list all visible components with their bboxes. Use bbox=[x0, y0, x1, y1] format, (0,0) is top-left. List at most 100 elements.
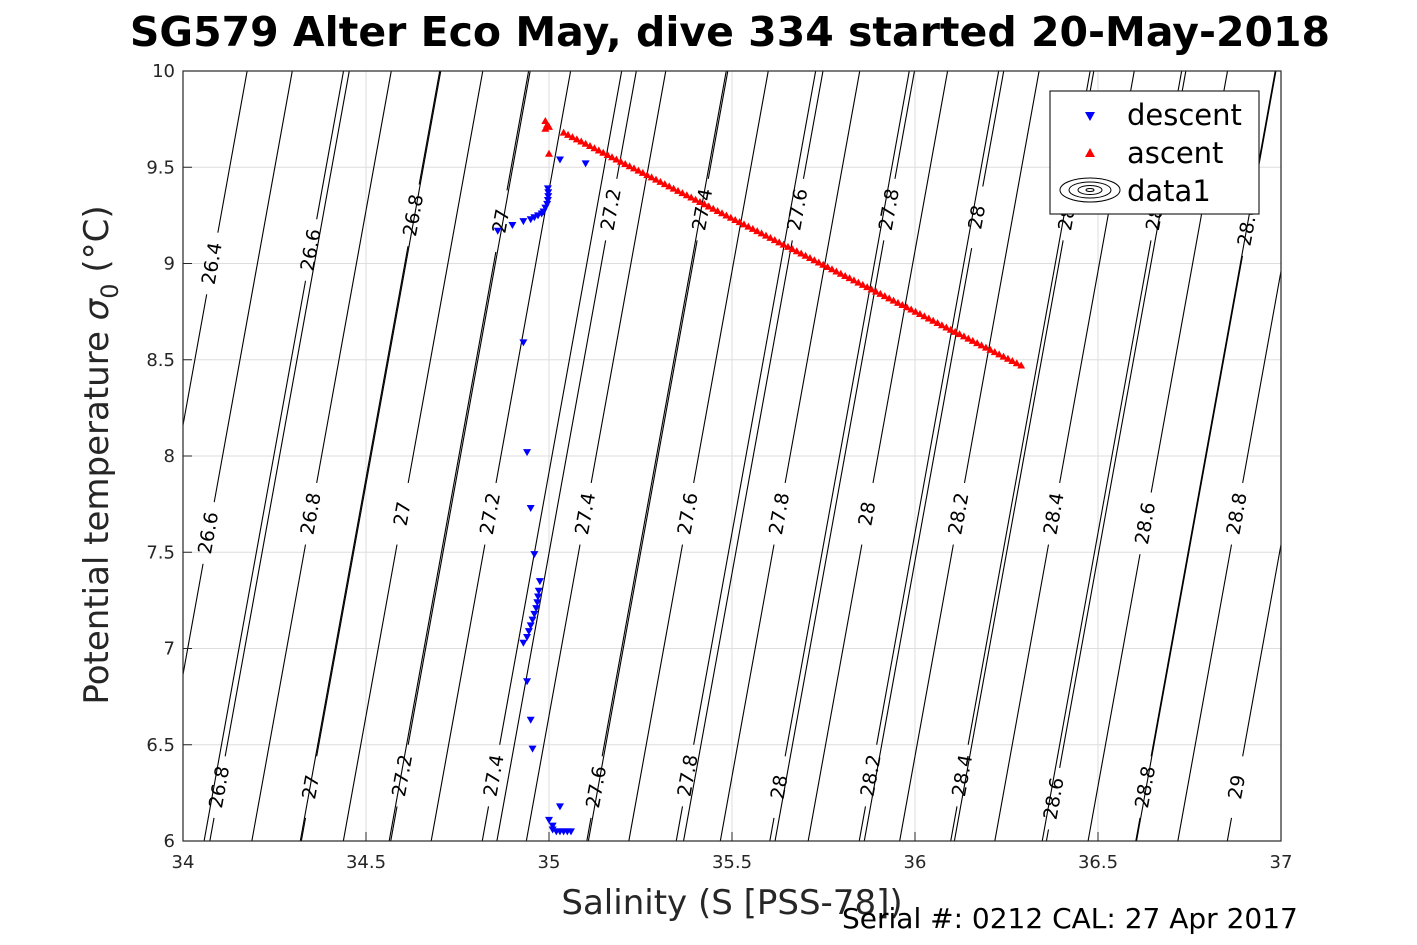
ascent-point bbox=[885, 294, 894, 302]
isopycnal-label: 27.8 bbox=[875, 187, 904, 233]
descent-point bbox=[548, 826, 557, 834]
ascent-point bbox=[665, 182, 674, 190]
y-axis-label: Potential temperature σ0 (°C) bbox=[77, 205, 124, 704]
x-tick-label: 34.5 bbox=[346, 852, 386, 873]
ascent-point bbox=[959, 332, 968, 340]
y-axis-label-sigma: σ bbox=[77, 297, 117, 320]
ascent-point bbox=[577, 137, 586, 145]
x-tick-label: 35 bbox=[538, 852, 561, 873]
ascent-point bbox=[568, 133, 577, 141]
ascent-point bbox=[608, 153, 617, 161]
isopycnal-label: 28.6 bbox=[1131, 501, 1160, 547]
isopycnal-line bbox=[342, 70, 484, 842]
isopycnal-label: 27 bbox=[298, 773, 324, 801]
isopycnal-line bbox=[388, 70, 530, 842]
isopycnal-label: 26.6 bbox=[297, 227, 326, 273]
isopycnal-line bbox=[628, 70, 769, 842]
ascent-point bbox=[559, 128, 568, 136]
axis-ticks: 34 34.5 35 35.5 36 36.5 37 6 6.5 7 7.5 8 8.5 9 9.5 10 bbox=[146, 61, 1292, 873]
x-tick-label: 34 bbox=[172, 852, 195, 873]
ascent-point bbox=[718, 209, 727, 217]
isopycnal-line bbox=[209, 70, 350, 842]
ascent-point bbox=[687, 193, 696, 201]
ascent-point bbox=[731, 215, 740, 223]
isopycnal-line bbox=[203, 70, 345, 842]
x-tick-label: 35.5 bbox=[712, 852, 752, 873]
isopycnal-label: 26.6 bbox=[194, 510, 223, 556]
isopycnal-label: 26.8 bbox=[399, 193, 428, 239]
isopycnal-line bbox=[299, 70, 441, 842]
ascent-point bbox=[819, 260, 828, 268]
ascent-point bbox=[1017, 361, 1026, 369]
descent-point bbox=[543, 185, 552, 193]
ascent-point bbox=[929, 316, 938, 324]
ascent-point bbox=[669, 184, 678, 192]
legend-data1-contour-icon bbox=[1059, 177, 1121, 203]
ascent-point bbox=[678, 189, 687, 197]
descent-point bbox=[555, 156, 564, 164]
ascent-point bbox=[907, 305, 916, 313]
descent-point bbox=[530, 610, 539, 618]
ascent-point bbox=[766, 233, 775, 241]
isopycnal-line bbox=[719, 70, 861, 842]
legend-box bbox=[1049, 90, 1260, 215]
x-axis-label: Salinity (S [PSS-78]) bbox=[561, 883, 902, 923]
isopycnal-label: 27.4 bbox=[480, 753, 509, 799]
ascent-point bbox=[652, 175, 661, 183]
isopycnal-line bbox=[430, 70, 572, 842]
isopycnal-line bbox=[390, 70, 531, 842]
descent-point bbox=[543, 200, 552, 208]
y-tick-label: 8.5 bbox=[146, 350, 175, 371]
ascent-point bbox=[572, 135, 581, 143]
legend-data1-label: data1 bbox=[1127, 174, 1211, 208]
descent-point bbox=[534, 587, 543, 595]
isopycnal-label: 28.4 bbox=[1039, 491, 1068, 537]
ascent-point bbox=[858, 280, 867, 288]
ascent-point bbox=[581, 139, 590, 147]
ascent-point bbox=[564, 130, 573, 138]
ascent-point bbox=[586, 142, 595, 150]
ascent-point bbox=[841, 271, 850, 279]
isopycnal-label: 28.6 bbox=[1039, 776, 1068, 822]
ascent-point bbox=[814, 258, 823, 266]
ascent-point bbox=[656, 177, 665, 185]
y-tick-label: 6.5 bbox=[146, 735, 175, 756]
isopycnal-label: 28.8 bbox=[1222, 491, 1251, 537]
isopycnal-line bbox=[858, 70, 1000, 842]
y-tick-label: 8 bbox=[164, 446, 175, 467]
ascent-point bbox=[977, 341, 986, 349]
ascent-point bbox=[713, 206, 722, 214]
ascent-point bbox=[638, 168, 647, 176]
isopycnal-label: 27.4 bbox=[571, 491, 600, 537]
descent-point bbox=[543, 196, 552, 204]
ascent-point bbox=[643, 171, 652, 179]
ascent-point bbox=[691, 195, 700, 203]
descent-point bbox=[493, 227, 502, 235]
ascent-point bbox=[660, 180, 669, 188]
descent-point bbox=[581, 160, 590, 168]
ascent-point bbox=[968, 336, 977, 344]
ascent-point bbox=[735, 218, 744, 226]
descent-point bbox=[526, 622, 535, 630]
ascent-point bbox=[920, 312, 929, 320]
descent-point bbox=[533, 599, 542, 607]
ascent-point bbox=[704, 202, 713, 210]
isopycnal-label: 27.6 bbox=[673, 491, 702, 537]
ascent-point bbox=[946, 325, 955, 333]
ascent-point bbox=[761, 231, 770, 239]
ascent-point bbox=[995, 350, 1004, 358]
ascent-point bbox=[898, 301, 907, 309]
isopycnal-line bbox=[675, 70, 817, 842]
isopycnal-label: 26.4 bbox=[198, 241, 227, 287]
ascent-point bbox=[836, 269, 845, 277]
ascent-point bbox=[937, 321, 946, 329]
descent-point bbox=[566, 828, 575, 836]
chart-title: SG579 Alter Eco May, dive 334 started 20… bbox=[130, 8, 1330, 56]
isopycnal-line bbox=[182, 70, 293, 675]
ascent-point bbox=[845, 274, 854, 282]
descent-point bbox=[523, 678, 532, 686]
y-tick-label: 6 bbox=[164, 831, 175, 852]
isopycnal-line bbox=[807, 70, 949, 842]
ascent-point bbox=[616, 157, 625, 165]
